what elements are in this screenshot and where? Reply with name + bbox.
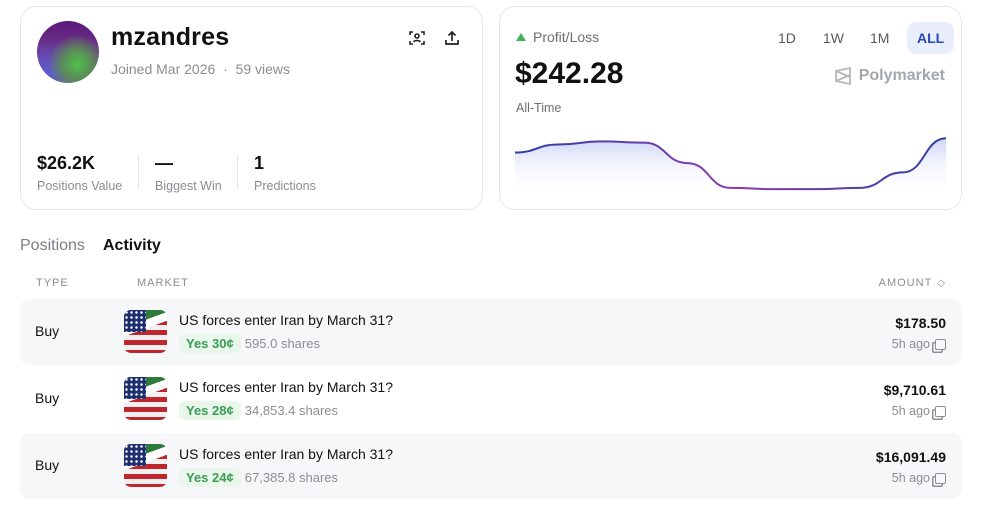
polymarket-brand: Polymarket	[834, 67, 945, 85]
stat-biggest-win: — Biggest Win	[155, 153, 222, 193]
market-title[interactable]: US forces enter Iran by March 31?	[179, 312, 393, 328]
tab-positions[interactable]: Positions	[20, 237, 85, 254]
scan-profile-icon[interactable]	[406, 27, 428, 49]
copy-link-icon[interactable]	[935, 338, 946, 350]
stat-positions-value: $26.2K Positions Value	[37, 153, 123, 193]
trade-amount: $9,710.61	[883, 382, 946, 398]
separator: ·	[223, 61, 228, 77]
range-1m[interactable]: 1M	[870, 30, 890, 46]
table-row[interactable]: Buy US forces enter Iran by March 31? Ye…	[20, 433, 962, 499]
market-thumbnail[interactable]	[124, 444, 167, 487]
share-count: 595.0 shares	[244, 336, 320, 351]
range-1d[interactable]: 1D	[778, 30, 796, 46]
market-title[interactable]: US forces enter Iran by March 31?	[179, 379, 393, 395]
outcome-badge: Yes 24¢	[179, 468, 241, 487]
profile-card: mzandres Joined Mar 2026 · 59 views $26.…	[20, 6, 483, 210]
sort-icon: ◇	[937, 277, 946, 289]
divider	[237, 155, 238, 189]
trade-time: 5h ago	[892, 337, 946, 351]
market-thumbnail[interactable]	[124, 310, 167, 353]
chart-area	[515, 138, 946, 195]
market-thumbnail[interactable]	[124, 377, 167, 420]
share-count: 34,853.4 shares	[244, 403, 339, 418]
avatar	[37, 21, 99, 83]
pnl-value: $242.28	[515, 57, 624, 90]
share-icon[interactable]	[441, 27, 463, 49]
divider	[138, 155, 139, 189]
trade-type: Buy	[35, 323, 60, 339]
pnl-period: All-Time	[516, 101, 562, 115]
polymarket-logo-icon	[834, 67, 851, 85]
header-market: MARKET	[137, 277, 189, 289]
header-type: TYPE	[36, 277, 69, 289]
trade-amount: $16,091.49	[875, 449, 946, 465]
trade-time: 5h ago	[892, 471, 946, 485]
trade-amount: $178.50	[895, 315, 946, 331]
pnl-label: Profit/Loss	[516, 29, 599, 45]
stat-predictions: 1 Predictions	[254, 153, 316, 193]
chart-line	[515, 137, 946, 191]
copy-link-icon[interactable]	[935, 405, 946, 417]
username: mzandres	[111, 23, 230, 51]
tab-activity[interactable]: Activity	[103, 237, 161, 254]
range-all[interactable]: ALL	[907, 22, 955, 54]
pnl-card: Profit/Loss 1D 1W 1M ALL $242.28 All-Tim…	[499, 6, 962, 210]
profile-meta: Joined Mar 2026 · 59 views	[111, 61, 290, 77]
trade-time: 5h ago	[892, 404, 946, 418]
range-1w[interactable]: 1W	[823, 30, 844, 46]
trade-type: Buy	[35, 390, 60, 406]
table-row[interactable]: Buy US forces enter Iran by March 31? Ye…	[20, 299, 962, 365]
pnl-chart	[515, 137, 946, 195]
outcome-badge: Yes 28¢	[179, 401, 241, 420]
market-title[interactable]: US forces enter Iran by March 31?	[179, 446, 393, 462]
header-amount-sort[interactable]: AMOUNT ◇	[878, 277, 946, 289]
trade-type: Buy	[35, 457, 60, 473]
outcome-badge: Yes 30¢	[179, 334, 241, 353]
table-row[interactable]: Buy US forces enter Iran by March 31? Ye…	[20, 366, 962, 432]
joined-date: Joined Mar 2026	[111, 61, 216, 77]
trend-up-icon	[516, 33, 526, 41]
share-count: 67,385.8 shares	[244, 470, 339, 485]
view-count: 59 views	[235, 61, 290, 77]
copy-link-icon[interactable]	[935, 472, 946, 484]
